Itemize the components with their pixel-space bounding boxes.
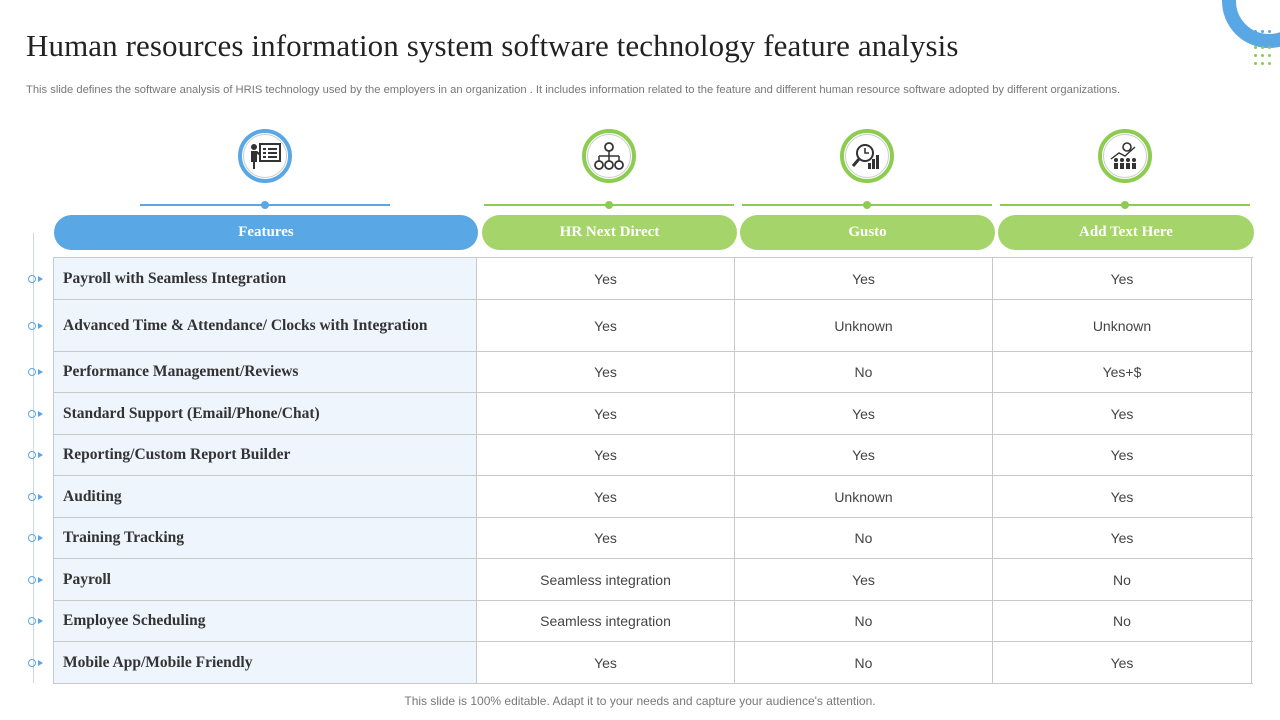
table-row: Payroll with Seamless Integration Yes Ye…	[28, 258, 1253, 300]
feature-cell: Standard Support (Email/Phone/Chat)	[53, 393, 477, 434]
row-bullet-icon	[28, 534, 43, 542]
row-bullet-icon	[28, 617, 43, 625]
column-header-add-text-here: Add Text Here	[998, 215, 1254, 250]
table-row: Standard Support (Email/Phone/Chat) Yes …	[28, 393, 1253, 435]
value-cell: Yes	[477, 393, 735, 434]
column-header-hr-next-direct: HR Next Direct	[482, 215, 737, 250]
column-header-gusto: Gusto	[740, 215, 995, 250]
org-chart-icon	[582, 129, 636, 183]
table-row: Reporting/Custom Report Builder Yes Yes …	[28, 435, 1253, 476]
value-cell: Unknown	[993, 300, 1252, 351]
feature-cell: Payroll with Seamless Integration	[53, 258, 477, 299]
column-header-features: Features	[54, 215, 478, 250]
feature-cell: Payroll	[53, 559, 477, 600]
feature-cell: Advanced Time & Attendance/ Clocks with …	[53, 300, 477, 351]
feature-cell: Training Tracking	[53, 518, 477, 558]
feature-cell: Employee Scheduling	[53, 601, 477, 641]
value-cell: No	[993, 559, 1252, 600]
value-cell: Yes+$	[993, 352, 1252, 392]
value-cell: Yes	[477, 476, 735, 517]
table-row: Mobile App/Mobile Friendly Yes No Yes	[28, 642, 1253, 684]
value-cell: Yes	[993, 393, 1252, 434]
connector-dot	[605, 201, 613, 209]
value-cell: Yes	[477, 258, 735, 299]
value-cell: No	[993, 601, 1252, 641]
value-cell: Yes	[993, 258, 1252, 299]
table-row: Auditing Yes Unknown Yes	[28, 476, 1253, 518]
value-cell: Yes	[477, 642, 735, 683]
table-row: Advanced Time & Attendance/ Clocks with …	[28, 300, 1253, 352]
value-cell: Yes	[477, 300, 735, 351]
value-cell: No	[735, 518, 993, 558]
value-cell: No	[735, 601, 993, 641]
row-bullet-icon	[28, 575, 43, 584]
row-bullet-icon	[28, 658, 43, 667]
connector-dot	[1121, 201, 1129, 209]
page-subtitle: This slide defines the software analysis…	[26, 84, 1121, 96]
value-cell: Yes	[993, 518, 1252, 558]
value-cell: Unknown	[735, 300, 993, 351]
analytics-magnifier-icon	[840, 129, 894, 183]
presentation-board-icon	[238, 129, 292, 183]
table-row: Performance Management/Reviews Yes No Ye…	[28, 352, 1253, 393]
value-cell: Yes	[993, 642, 1252, 683]
row-bullet-icon	[28, 451, 43, 459]
value-cell: Yes	[993, 435, 1252, 475]
feature-comparison-table: Payroll with Seamless Integration Yes Ye…	[28, 257, 1253, 684]
table-row: Training Tracking Yes No Yes	[28, 518, 1253, 559]
row-bullet-icon	[28, 321, 43, 330]
feature-cell: Performance Management/Reviews	[53, 352, 477, 392]
value-cell: Yes	[477, 435, 735, 475]
table-row: Employee Scheduling Seamless integration…	[28, 601, 1253, 642]
value-cell: No	[735, 642, 993, 683]
feature-cell: Auditing	[53, 476, 477, 517]
value-cell: Seamless integration	[477, 559, 735, 600]
row-bullet-icon	[28, 409, 43, 418]
value-cell: Yes	[735, 393, 993, 434]
table-row: Payroll Seamless integration Yes No	[28, 559, 1253, 601]
value-cell: Unknown	[735, 476, 993, 517]
team-growth-icon	[1098, 129, 1152, 183]
value-cell: Yes	[735, 258, 993, 299]
connector-dot	[261, 201, 269, 209]
value-cell: Yes	[477, 352, 735, 392]
corner-arc-decoration	[1222, 0, 1280, 48]
value-cell: Yes	[735, 435, 993, 475]
slide-footer-note: This slide is 100% editable. Adapt it to…	[404, 694, 876, 708]
value-cell: Yes	[993, 476, 1252, 517]
row-bullet-icon	[28, 274, 43, 283]
row-bullet-icon	[28, 368, 43, 376]
feature-cell: Reporting/Custom Report Builder	[53, 435, 477, 475]
value-cell: No	[735, 352, 993, 392]
value-cell: Yes	[735, 559, 993, 600]
value-cell: Yes	[477, 518, 735, 558]
feature-cell: Mobile App/Mobile Friendly	[53, 642, 477, 683]
connector-dot	[863, 201, 871, 209]
page-title: Human resources information system softw…	[26, 28, 959, 63]
value-cell: Seamless integration	[477, 601, 735, 641]
row-bullet-icon	[28, 492, 43, 501]
